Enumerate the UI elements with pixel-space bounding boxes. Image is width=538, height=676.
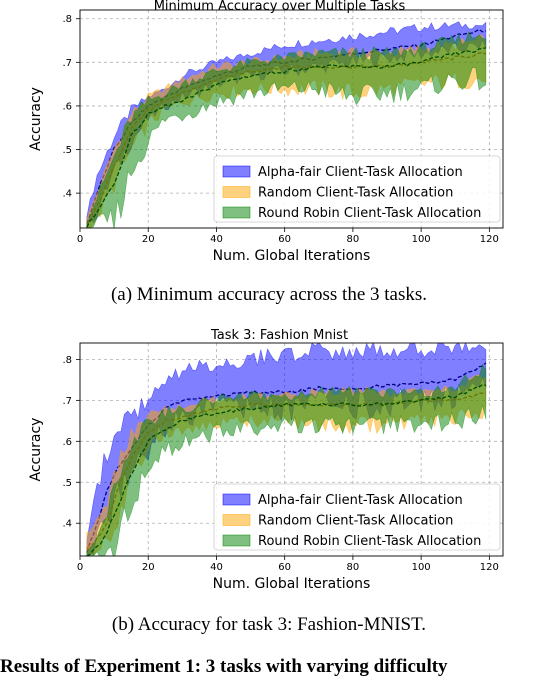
legend-swatch: [222, 534, 251, 547]
y-tick-label: .8: [62, 14, 72, 25]
x-tick-label: 60: [278, 234, 291, 245]
x-axis-label: Num. Global Iterations: [213, 576, 371, 592]
caption-b: (b) Accuracy for task 3: Fashion-MNIST.: [111, 614, 427, 635]
x-tick-label: 100: [412, 234, 431, 245]
y-tick-label: .4: [62, 189, 72, 200]
chart-minimum-accuracy: 0 20 40 60 80 100 120 .4 .5 .6 .7 .8 Num. Global Ite…: [28, 0, 504, 264]
band-round-robin-client-task-allocation: [86, 363, 487, 556]
x-tick-label: 60: [278, 562, 291, 573]
legend-box: [213, 155, 501, 223]
x-tick-label: 20: [142, 562, 155, 573]
legend-label: Random Client-Task Allocation: [258, 186, 453, 201]
legend-swatch: [222, 493, 251, 506]
x-tick-label: 80: [347, 234, 360, 245]
y-tick-label: .5: [62, 478, 72, 489]
legend-label: Round Robin Client-Task Allocation: [258, 534, 481, 549]
legend-swatch: [222, 186, 251, 198]
y-axis-label: Accuracy: [28, 418, 44, 482]
y-tick-label: .6: [62, 437, 72, 448]
chart-task3-fashion-mnist: 0 20 40 60 80 100 120 .4 .5 .6 .7 .8 Num. Global Ite…: [28, 328, 504, 592]
legend: Alpha-fair Client-Task Allocation Random …: [213, 155, 501, 223]
x-axis-label: Num. Global Iterations: [213, 248, 371, 264]
y-axis-label: Accuracy: [28, 87, 44, 151]
legend-label: Alpha-fair Client-Task Allocation: [258, 165, 463, 180]
legend-swatch: [222, 206, 251, 219]
y-tick-label: .4: [62, 519, 72, 530]
mean-line-round-robin-client-task-allocation: [86, 383, 487, 556]
legend-label: Round Robin Client-Task Allocation: [258, 206, 481, 221]
y-tick-label: .5: [62, 145, 72, 156]
x-tick-label: 40: [210, 562, 223, 573]
legend-box: [213, 483, 501, 551]
x-tick-label: 0: [77, 234, 83, 245]
x-tick-label: 40: [210, 234, 223, 245]
axes-frame: [79, 9, 504, 229]
legend: Alpha-fair Client-Task Allocation Random …: [213, 483, 501, 551]
axes-frame: [79, 342, 504, 557]
mean-line-round-robin-client-task-allocation: [86, 47, 487, 228]
legend-label: Random Client-Task Allocation: [258, 514, 453, 529]
y-tick-label: .6: [62, 101, 72, 112]
x-tick-label: 120: [480, 562, 499, 573]
y-tick-label: .7: [62, 58, 72, 69]
chart-title: Minimum Accuracy over Multiple Tasks: [154, 0, 406, 14]
y-tick-label: .8: [62, 355, 72, 366]
chart-title: Task 3: Fashion Mnist: [210, 328, 348, 343]
legend-swatch: [222, 514, 251, 526]
legend-label: Alpha-fair Client-Task Allocation: [258, 493, 463, 508]
y-tick-label: .7: [62, 396, 72, 407]
band-round-robin-client-task-allocation: [86, 30, 487, 228]
legend-swatch: [222, 165, 251, 178]
x-tick-label: 120: [480, 234, 499, 245]
x-tick-label: 80: [347, 562, 360, 573]
x-tick-label: 20: [142, 234, 155, 245]
x-tick-label: 100: [412, 562, 431, 573]
caption-a: (a) Minimum accuracy across the 3 tasks.: [110, 284, 428, 305]
bottom-text: Results of Experiment 1: 3 tasks with va…: [0, 656, 448, 676]
x-tick-label: 0: [77, 562, 83, 573]
